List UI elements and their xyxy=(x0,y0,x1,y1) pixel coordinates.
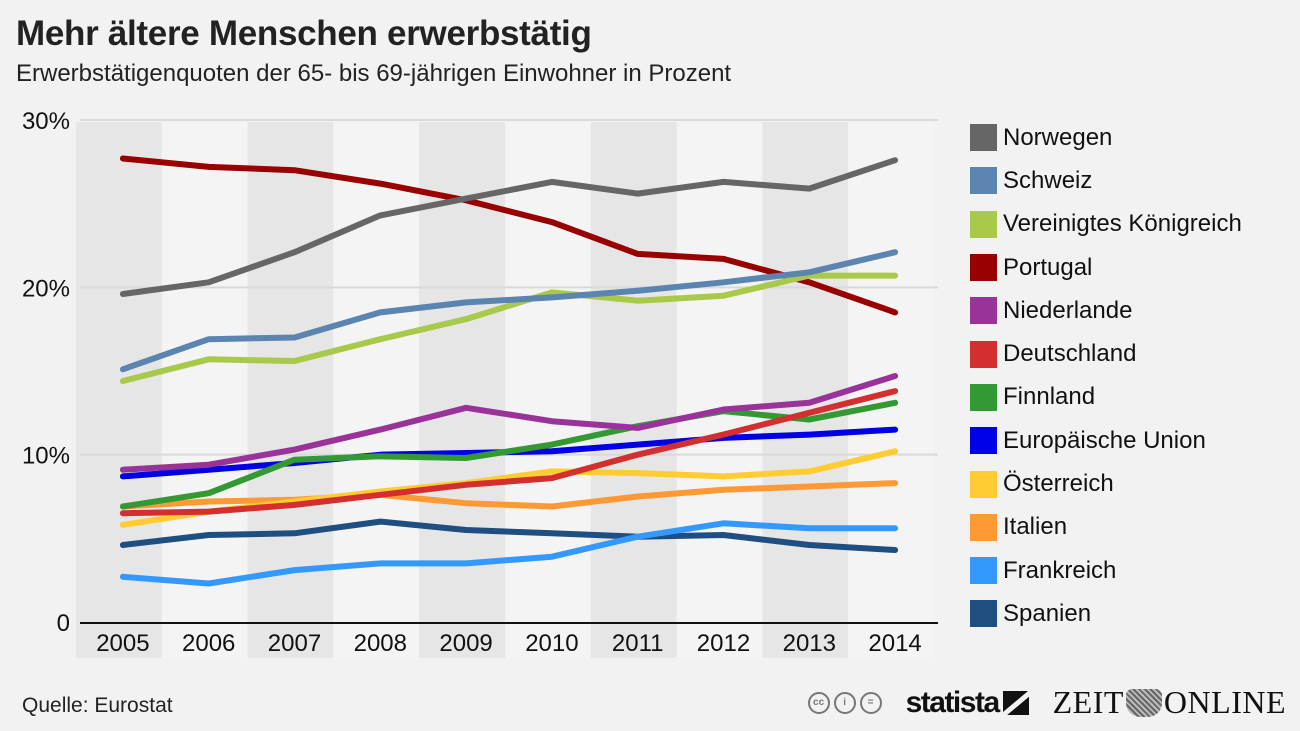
legend-label: Europäische Union xyxy=(1003,426,1206,454)
series-line-frankreich xyxy=(119,520,899,587)
legend-item: Finnland xyxy=(970,376,1242,419)
statista-logo[interactable]: statista xyxy=(906,686,1029,720)
nd-icon[interactable]: = xyxy=(859,691,882,714)
legend-swatch xyxy=(970,427,997,455)
online-wordmark: ONLINE xyxy=(1163,684,1286,720)
legend-item: Niederlande xyxy=(970,289,1242,332)
y-tick-label: 30% xyxy=(22,108,70,135)
legend-swatch xyxy=(970,600,997,628)
legend-swatch xyxy=(970,297,997,325)
y-tick-label: 10% xyxy=(22,443,70,470)
legend-swatch xyxy=(970,124,997,152)
zeit-online-logo[interactable]: ZEIT ONLINE xyxy=(1053,684,1286,721)
legend-item: Spanien xyxy=(970,592,1242,635)
column-band xyxy=(762,122,849,658)
legend-label: Italien xyxy=(1003,513,1068,541)
legend-label: Niederlande xyxy=(1003,296,1133,324)
column-band xyxy=(161,122,248,658)
legend-label: Frankreich xyxy=(1003,556,1117,584)
legend-label: Österreich xyxy=(1003,470,1114,498)
line-chart: 010%20%30% 2005 2006 2007 2008 2009 2010 2011 2… xyxy=(22,108,938,658)
legend-swatch xyxy=(970,254,997,282)
series-line-deutschland xyxy=(119,388,899,517)
legend-label: Finnland xyxy=(1003,383,1096,411)
legend-label: Vereinigtes Königreich xyxy=(1003,210,1242,238)
column-bands xyxy=(76,122,934,658)
chart-subtitle: Erwerbstätigenquoten der 65- bis 69-jähr… xyxy=(16,60,732,87)
series-line-norwegen xyxy=(119,157,899,297)
x-tick-label: 2005 xyxy=(96,630,149,657)
y-tick-label: 20% xyxy=(22,275,70,302)
series-line-portugal xyxy=(119,155,899,316)
legend-item: Österreich xyxy=(970,462,1242,505)
series-line-italien xyxy=(119,480,899,510)
series-line-schweiz xyxy=(119,249,899,373)
x-tick-label: 2007 xyxy=(268,630,321,657)
statista-wordmark: statista xyxy=(905,685,1001,719)
statista-logo-icon xyxy=(1002,690,1029,715)
x-axis-ticks: 2005 2006 2007 2008 2009 2010 2011 2012 2013 2014 xyxy=(96,630,922,657)
x-tick-label: 2012 xyxy=(697,630,750,657)
legend-swatch xyxy=(970,167,997,195)
series-line-spanien xyxy=(119,518,899,553)
source-note: Quelle: Eurostat xyxy=(22,694,173,717)
legend-label: Portugal xyxy=(1003,253,1093,281)
column-band xyxy=(419,122,505,658)
legend-swatch xyxy=(970,383,997,411)
x-tick-label: 2009 xyxy=(439,630,492,657)
legend-item: Frankreich xyxy=(970,549,1242,592)
x-tick-label: 2013 xyxy=(783,630,836,657)
legend-swatch xyxy=(970,557,997,585)
column-band xyxy=(333,122,420,658)
column-band xyxy=(590,122,677,658)
y-axis-ticks: 0 10% 20% 30% xyxy=(22,108,70,637)
x-tick-label: 2014 xyxy=(868,630,921,657)
legend-swatch xyxy=(970,210,997,238)
legend: Norwegen Schweiz Vereinigtes Königreich Por… xyxy=(970,116,1242,636)
zeit-crest-icon xyxy=(1125,688,1162,717)
legend-item: Portugal xyxy=(970,246,1242,289)
column-band xyxy=(76,122,162,658)
legend-item: Schweiz xyxy=(970,159,1242,202)
x-tick-label: 2006 xyxy=(182,630,235,657)
legend-label: Schweiz xyxy=(1003,166,1093,194)
license-icons: cc i = xyxy=(807,691,882,714)
series-line-niederlande xyxy=(119,373,899,473)
legend-item: Italien xyxy=(970,506,1242,549)
zeit-wordmark: ZEIT xyxy=(1052,684,1124,720)
footer-logos: cc i = statista ZEIT ONLINE xyxy=(807,684,1286,721)
x-tick-label: 2008 xyxy=(354,630,407,657)
series-line-vereinigtes-königreich xyxy=(119,272,899,384)
series-line-finnland xyxy=(119,399,899,510)
legend-item: Europäische Union xyxy=(970,419,1242,462)
legend-swatch xyxy=(970,340,997,368)
legend-label: Norwegen xyxy=(1003,123,1113,151)
series-lines xyxy=(119,155,899,587)
cc-icon[interactable]: cc xyxy=(807,691,830,714)
legend-swatch xyxy=(970,470,997,498)
x-tick-label: 2010 xyxy=(525,630,578,657)
legend-item: Deutschland xyxy=(970,332,1242,375)
y-tick-label: 0 xyxy=(57,610,70,637)
legend-swatch xyxy=(970,513,997,541)
column-band xyxy=(676,122,763,658)
legend-item: Vereinigtes Königreich xyxy=(970,203,1242,246)
legend-label: Deutschland xyxy=(1003,340,1137,368)
legend-item: Norwegen xyxy=(970,116,1242,159)
chart-title: Mehr ältere Menschen erwerbstätig xyxy=(16,14,592,53)
by-icon[interactable]: i xyxy=(833,691,856,714)
legend-label: Spanien xyxy=(1003,599,1092,627)
x-tick-label: 2011 xyxy=(612,630,664,657)
column-band xyxy=(505,122,591,658)
